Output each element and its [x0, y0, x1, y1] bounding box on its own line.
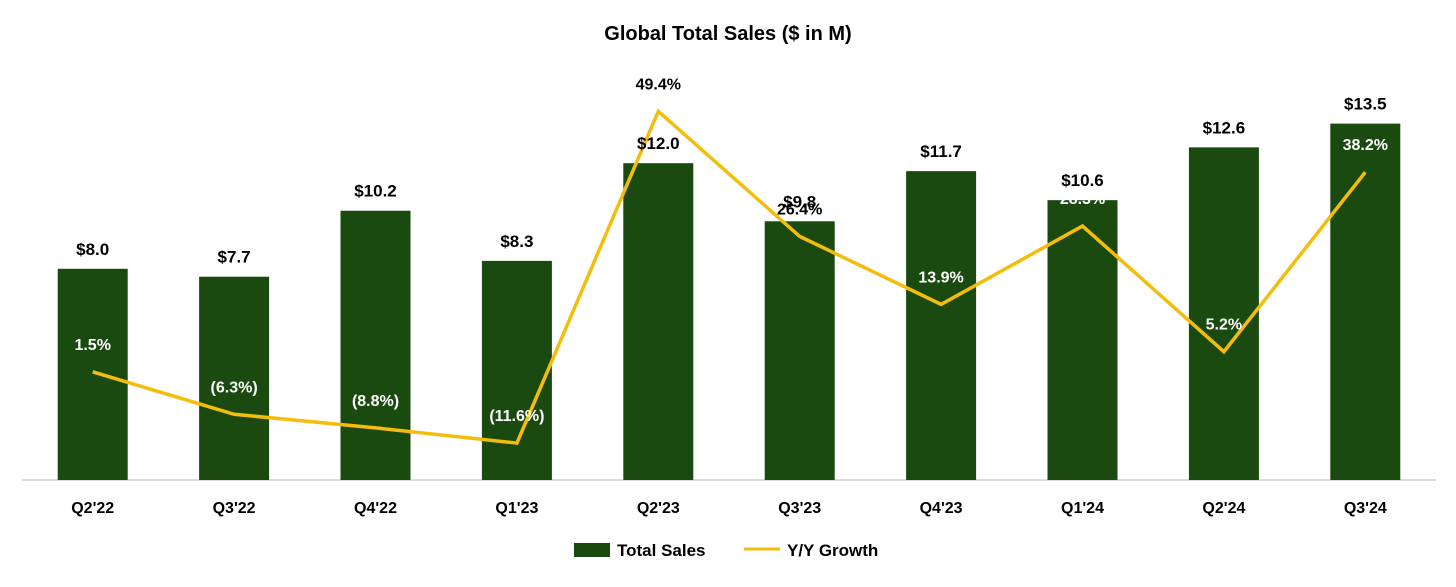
x-tick-label-2: Q4'22 [354, 500, 397, 517]
yy-growth-line [93, 111, 1366, 443]
x-tick-label-0: Q2'22 [71, 500, 114, 517]
bar-6 [906, 171, 976, 480]
bar-0 [58, 269, 128, 480]
x-tick-labels: Q2'22 Q3'22 Q4'22 Q1'23 Q2'23 Q3'23 Q4'23 Q1'24… [71, 500, 1387, 517]
x-tick-label-4: Q2'23 [637, 500, 680, 517]
line-layer [93, 111, 1366, 443]
bar-value-label-7: $10.6 [1061, 171, 1104, 190]
bar-value-label-9: $13.5 [1344, 95, 1387, 114]
bar-value-label-0: $8.0 [76, 240, 109, 259]
bar-value-label-2: $10.2 [354, 182, 397, 201]
x-tick-label-5: Q3'23 [778, 500, 821, 517]
yy-growth-label-0: 1.5% [74, 337, 110, 354]
x-tick-label-6: Q4'23 [920, 500, 963, 517]
x-tick-label-3: Q1'23 [495, 500, 538, 517]
yy-growth-label-9: 38.2% [1343, 137, 1388, 154]
bar-value-label-1: $7.7 [218, 248, 251, 267]
bar-value-label-3: $8.3 [500, 232, 533, 251]
bar-7 [1048, 200, 1118, 480]
x-tick-label-9: Q3'24 [1344, 500, 1387, 517]
bar-9 [1330, 124, 1400, 480]
x-tick-label-8: Q2'24 [1202, 500, 1245, 517]
yy-growth-label-1: (6.3%) [211, 379, 258, 396]
x-tick-label-7: Q1'24 [1061, 500, 1104, 517]
bar-5 [765, 221, 835, 480]
bar-3 [482, 261, 552, 480]
legend: Total Sales Y/Y Growth [574, 541, 878, 560]
legend-label-total-sales: Total Sales [617, 541, 706, 560]
x-tick-label-1: Q3'22 [213, 500, 256, 517]
yy-growth-label-4: 49.4% [636, 76, 681, 93]
legend-swatch-total-sales [574, 543, 610, 557]
chart-title: Global Total Sales ($ in M) [604, 23, 851, 45]
yy-growth-label-2: (8.8%) [352, 393, 399, 410]
yy-growth-label-6: 13.9% [918, 269, 963, 286]
bar-4 [623, 163, 693, 480]
bar-value-label-4: $12.0 [637, 134, 680, 153]
bar-8 [1189, 147, 1259, 480]
bar-value-label-8: $12.6 [1203, 118, 1246, 137]
bar-value-label-6: $11.7 [920, 142, 962, 161]
yy-growth-label-5: 26.4% [777, 201, 822, 218]
yy-growth-label-3: (11.6%) [489, 408, 544, 425]
bar-2 [341, 211, 411, 480]
yy-growth-label-8: 5.2% [1206, 317, 1242, 334]
yy-growth-label-7: 28.3% [1060, 191, 1105, 208]
bars-layer [58, 124, 1401, 480]
legend-label-yy-growth: Y/Y Growth [787, 541, 878, 560]
